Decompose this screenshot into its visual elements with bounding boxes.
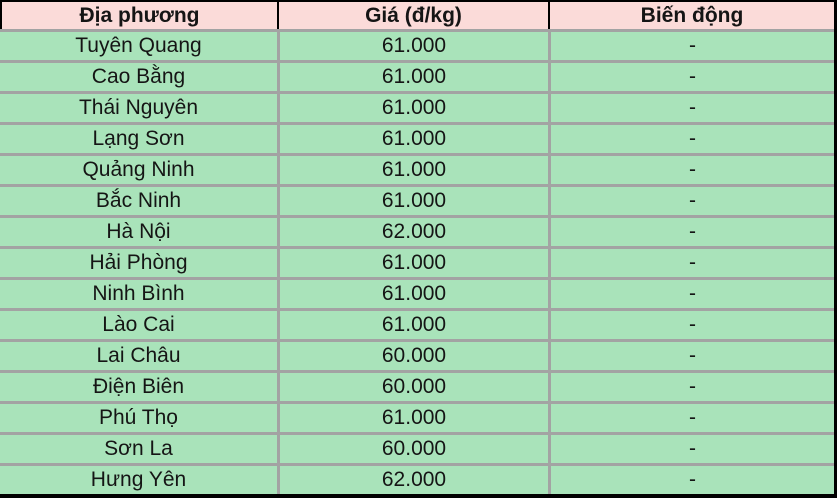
price-cell: 61.000 xyxy=(280,32,548,60)
table-row: Hưng Yên 62.000 - xyxy=(0,463,834,494)
change-cell: - xyxy=(551,435,834,463)
column-header-locality: Địa phương xyxy=(2,2,277,29)
column-header-price: Giá (đ/kg) xyxy=(279,2,548,29)
table-row: Lai Châu 60.000 - xyxy=(0,339,834,370)
table-header-row: Địa phương Giá (đ/kg) Biến động xyxy=(0,2,834,29)
change-cell: - xyxy=(551,32,834,60)
table-row: Phú Thọ 61.000 - xyxy=(0,401,834,432)
table-row: Ninh Bình 61.000 - xyxy=(0,277,834,308)
price-cell: 61.000 xyxy=(280,125,548,153)
table-row: Cao Bằng 61.000 - xyxy=(0,60,834,91)
table-row: Thái Nguyên 61.000 - xyxy=(0,91,834,122)
change-cell: - xyxy=(551,373,834,401)
change-cell: - xyxy=(551,466,834,494)
province-cell: Sơn La xyxy=(0,435,277,463)
price-cell: 61.000 xyxy=(280,187,548,215)
change-cell: - xyxy=(551,404,834,432)
province-cell: Phú Thọ xyxy=(0,404,277,432)
price-cell: 60.000 xyxy=(280,342,548,370)
price-cell: 62.000 xyxy=(280,218,548,246)
price-cell: 61.000 xyxy=(280,156,548,184)
province-cell: Bắc Ninh xyxy=(0,187,277,215)
table-row: Quảng Ninh 61.000 - xyxy=(0,153,834,184)
price-cell: 61.000 xyxy=(280,311,548,339)
table-row: Hải Phòng 61.000 - xyxy=(0,246,834,277)
province-cell: Hải Phòng xyxy=(0,249,277,277)
change-cell: - xyxy=(551,218,834,246)
change-cell: - xyxy=(551,94,834,122)
column-header-change: Biến động xyxy=(550,2,834,29)
province-cell: Thái Nguyên xyxy=(0,94,277,122)
price-cell: 62.000 xyxy=(280,466,548,494)
table-row: Tuyên Quang 61.000 - xyxy=(0,29,834,60)
change-cell: - xyxy=(551,125,834,153)
change-cell: - xyxy=(551,156,834,184)
table-row: Hà Nội 62.000 - xyxy=(0,215,834,246)
province-cell: Tuyên Quang xyxy=(0,32,277,60)
table-row: Lạng Sơn 61.000 - xyxy=(0,122,834,153)
province-cell: Hà Nội xyxy=(0,218,277,246)
province-cell: Hưng Yên xyxy=(0,466,277,494)
change-cell: - xyxy=(551,249,834,277)
price-cell: 61.000 xyxy=(280,94,548,122)
province-cell: Lai Châu xyxy=(0,342,277,370)
price-cell: 61.000 xyxy=(280,249,548,277)
price-cell: 61.000 xyxy=(280,280,548,308)
price-cell: 61.000 xyxy=(280,63,548,91)
province-cell: Lào Cai xyxy=(0,311,277,339)
change-cell: - xyxy=(551,187,834,215)
table-row: Điện Biên 60.000 - xyxy=(0,370,834,401)
change-cell: - xyxy=(551,280,834,308)
price-cell: 60.000 xyxy=(280,435,548,463)
province-cell: Quảng Ninh xyxy=(0,156,277,184)
province-cell: Lạng Sơn xyxy=(0,125,277,153)
province-cell: Điện Biên xyxy=(0,373,277,401)
province-cell: Cao Bằng xyxy=(0,63,277,91)
price-cell: 61.000 xyxy=(280,404,548,432)
table-row: Lào Cai 61.000 - xyxy=(0,308,834,339)
change-cell: - xyxy=(551,311,834,339)
table-row: Sơn La 60.000 - xyxy=(0,432,834,463)
table-row: Bắc Ninh 61.000 - xyxy=(0,184,834,215)
price-cell: 60.000 xyxy=(280,373,548,401)
province-cell: Ninh Bình xyxy=(0,280,277,308)
change-cell: - xyxy=(551,63,834,91)
change-cell: - xyxy=(551,342,834,370)
